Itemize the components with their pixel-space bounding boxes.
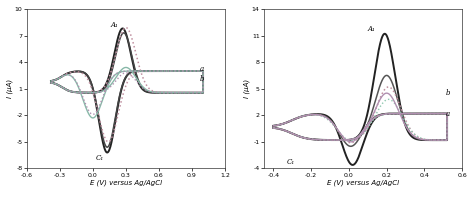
Text: b: b (446, 89, 451, 97)
Text: C₁: C₁ (286, 158, 295, 166)
Text: A₁: A₁ (368, 25, 375, 33)
Text: a: a (200, 65, 204, 73)
Y-axis label: I (μA): I (μA) (244, 79, 250, 98)
X-axis label: E (V) versus Ag/AgCl: E (V) versus Ag/AgCl (90, 179, 162, 186)
Text: a: a (446, 110, 450, 118)
Y-axis label: I (μA): I (μA) (7, 79, 13, 98)
Text: A₁: A₁ (110, 21, 118, 29)
Text: b: b (200, 75, 204, 83)
X-axis label: E (V) versus Ag/AgCl: E (V) versus Ag/AgCl (327, 179, 399, 186)
Text: C₁: C₁ (96, 154, 104, 162)
